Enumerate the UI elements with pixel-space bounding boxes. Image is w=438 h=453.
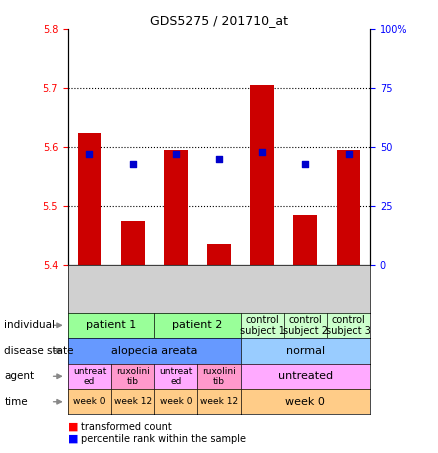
Text: normal: normal (286, 346, 325, 356)
Point (302, 160, 309, 167)
Bar (164, 150, 188, 265)
Text: individual: individual (4, 320, 55, 330)
Text: untreat
ed: untreat ed (73, 366, 106, 386)
Text: transformed count: transformed count (81, 422, 172, 432)
Text: patient 1: patient 1 (86, 320, 136, 330)
Text: ■: ■ (68, 422, 78, 432)
Text: control
subject 2: control subject 2 (283, 314, 328, 336)
Text: time: time (4, 397, 28, 407)
Point (345, 151, 352, 158)
Text: percentile rank within the sample: percentile rank within the sample (81, 434, 246, 443)
Bar (78, 132, 101, 265)
Bar (337, 150, 360, 265)
Text: week 12: week 12 (113, 397, 152, 406)
Text: week 0: week 0 (73, 397, 106, 406)
Text: alopecia areata: alopecia areata (111, 346, 198, 356)
Title: GDS5275 / 201710_at: GDS5275 / 201710_at (150, 14, 288, 27)
Point (215, 155, 223, 163)
Text: week 12: week 12 (200, 397, 238, 406)
Bar (207, 245, 231, 265)
Text: untreated: untreated (278, 371, 333, 381)
Text: disease state: disease state (4, 346, 74, 356)
Bar (250, 85, 274, 265)
Bar (293, 215, 317, 265)
Text: control
subject 3: control subject 3 (326, 314, 371, 336)
Text: week 0: week 0 (286, 397, 325, 407)
Point (129, 160, 136, 167)
Text: untreat
ed: untreat ed (159, 366, 193, 386)
Point (172, 151, 179, 158)
Text: ruxolini
tib: ruxolini tib (202, 366, 236, 386)
Bar (121, 221, 145, 265)
Text: week 0: week 0 (159, 397, 192, 406)
Text: patient 2: patient 2 (172, 320, 223, 330)
Point (86, 151, 93, 158)
Point (259, 148, 266, 155)
Text: ■: ■ (68, 434, 78, 443)
Text: ruxolini
tib: ruxolini tib (116, 366, 149, 386)
Text: agent: agent (4, 371, 35, 381)
Text: control
subject 1: control subject 1 (240, 314, 285, 336)
